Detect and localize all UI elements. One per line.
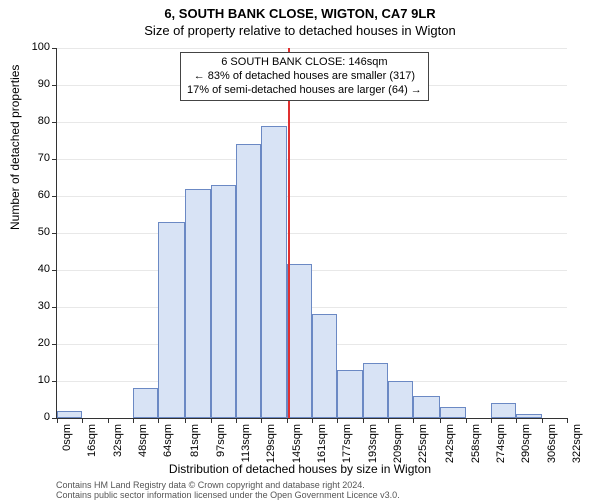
histogram-bar: [337, 370, 362, 418]
x-tick-label: 242sqm: [444, 424, 456, 463]
x-tick-label: 129sqm: [265, 424, 277, 463]
histogram-bar: [388, 381, 413, 418]
x-tick-label: 161sqm: [316, 424, 328, 463]
histogram-bar: [185, 189, 210, 418]
y-tick-mark: [52, 381, 57, 382]
x-tick-mark: [185, 418, 186, 423]
x-tick-mark: [491, 418, 492, 423]
x-tick-label: 64sqm: [162, 424, 174, 457]
y-tick-label: 80: [18, 115, 50, 127]
y-tick-label: 60: [18, 189, 50, 201]
histogram-bar: [491, 403, 516, 418]
x-tick-label: 225sqm: [417, 424, 429, 463]
x-tick-mark: [312, 418, 313, 423]
x-tick-label: 145sqm: [291, 424, 303, 463]
x-tick-label: 81sqm: [189, 424, 201, 457]
y-tick-label: 0: [18, 411, 50, 423]
grid-line: [57, 270, 567, 271]
y-tick-label: 50: [18, 226, 50, 238]
y-tick-label: 100: [18, 41, 50, 53]
histogram-bar: [516, 414, 541, 418]
x-tick-mark: [108, 418, 109, 423]
x-tick-label: 113sqm: [240, 424, 252, 462]
histogram-bar: [363, 363, 388, 419]
y-tick-mark: [52, 233, 57, 234]
x-axis-title: Distribution of detached houses by size …: [0, 462, 600, 476]
x-tick-label: 16sqm: [86, 424, 98, 457]
x-tick-mark: [363, 418, 364, 423]
x-tick-mark: [440, 418, 441, 423]
x-tick-label: 258sqm: [470, 424, 482, 463]
x-tick-label: 0sqm: [61, 424, 73, 451]
y-tick-label: 10: [18, 374, 50, 386]
histogram-bar: [236, 144, 261, 418]
x-tick-mark: [337, 418, 338, 423]
x-tick-mark: [211, 418, 212, 423]
x-tick-label: 177sqm: [341, 424, 353, 463]
x-tick-mark: [82, 418, 83, 423]
grid-line: [57, 233, 567, 234]
y-tick-label: 20: [18, 337, 50, 349]
x-tick-mark: [567, 418, 568, 423]
title-sub: Size of property relative to detached ho…: [0, 21, 600, 38]
annotation-line: ← 83% of detached houses are smaller (31…: [187, 70, 422, 84]
y-tick-label: 70: [18, 152, 50, 164]
y-tick-label: 40: [18, 263, 50, 275]
title-main: 6, SOUTH BANK CLOSE, WIGTON, CA7 9LR: [0, 0, 600, 21]
caption-line-2: Contains public sector information licen…: [56, 490, 400, 500]
x-tick-label: 97sqm: [215, 424, 227, 457]
x-tick-mark: [158, 418, 159, 423]
x-tick-mark: [261, 418, 262, 423]
annotation-line: 6 SOUTH BANK CLOSE: 146sqm: [187, 56, 422, 70]
annotation-line: 17% of semi-detached houses are larger (…: [187, 84, 422, 98]
x-tick-label: 32sqm: [112, 424, 124, 457]
histogram-plot: 0sqm16sqm32sqm48sqm64sqm81sqm97sqm113sqm…: [56, 48, 567, 419]
histogram-bar: [312, 314, 337, 418]
x-tick-label: 290sqm: [520, 424, 532, 463]
x-tick-mark: [413, 418, 414, 423]
x-tick-mark: [133, 418, 134, 423]
x-tick-mark: [287, 418, 288, 423]
histogram-bar: [440, 407, 465, 418]
histogram-bar: [287, 264, 312, 418]
y-tick-mark: [52, 196, 57, 197]
x-tick-mark: [388, 418, 389, 423]
chart-area: 0sqm16sqm32sqm48sqm64sqm81sqm97sqm113sqm…: [56, 48, 566, 418]
histogram-bar: [57, 411, 82, 418]
histogram-bar: [211, 185, 236, 418]
caption: Contains HM Land Registry data © Crown c…: [56, 480, 400, 500]
x-tick-mark: [236, 418, 237, 423]
x-tick-label: 306sqm: [546, 424, 558, 463]
marker-line: [288, 48, 290, 418]
x-tick-label: 193sqm: [367, 424, 379, 463]
x-tick-label: 209sqm: [392, 424, 404, 463]
y-tick-mark: [52, 48, 57, 49]
y-tick-mark: [52, 159, 57, 160]
y-tick-label: 30: [18, 300, 50, 312]
histogram-bar: [413, 396, 440, 418]
y-tick-label: 90: [18, 78, 50, 90]
histogram-bar: [261, 126, 286, 418]
x-tick-label: 274sqm: [495, 424, 507, 463]
x-tick-mark: [57, 418, 58, 423]
caption-line-1: Contains HM Land Registry data © Crown c…: [56, 480, 400, 490]
y-tick-mark: [52, 122, 57, 123]
histogram-bar: [158, 222, 185, 418]
x-tick-mark: [542, 418, 543, 423]
x-tick-mark: [466, 418, 467, 423]
y-tick-mark: [52, 344, 57, 345]
grid-line: [57, 307, 567, 308]
x-tick-mark: [516, 418, 517, 423]
histogram-bar: [133, 388, 158, 418]
x-tick-label: 48sqm: [137, 424, 149, 457]
grid-line: [57, 48, 567, 49]
grid-line: [57, 159, 567, 160]
y-tick-mark: [52, 85, 57, 86]
x-tick-label: 322sqm: [571, 424, 583, 463]
grid-line: [57, 122, 567, 123]
annotation-box: 6 SOUTH BANK CLOSE: 146sqm← 83% of detac…: [180, 52, 429, 101]
grid-line: [57, 196, 567, 197]
y-tick-mark: [52, 270, 57, 271]
y-tick-mark: [52, 307, 57, 308]
